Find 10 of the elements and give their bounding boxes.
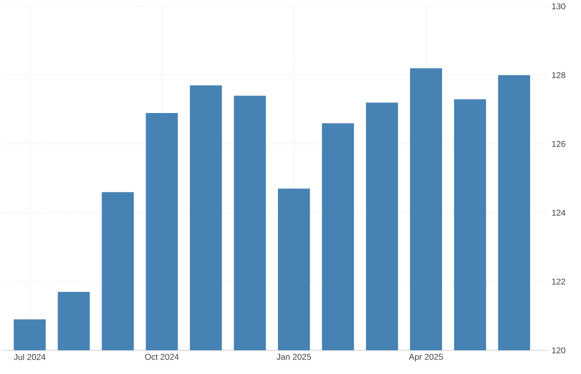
y-tick-label: 122 [552,278,566,284]
x-tick-label: Oct 2024 [145,354,179,360]
y-tick-label: 120 [552,347,566,354]
x-tick-label: Jan 2025 [276,354,311,360]
y-tick-label: 124 [552,210,566,216]
y-tick-label: 128 [552,72,566,78]
x-tick-label: Jul 2024 [14,354,46,360]
y-tick-label: 130 [552,3,566,10]
x-tick-label: Apr 2025 [408,354,443,362]
y-tick-label: 126 [552,140,566,147]
